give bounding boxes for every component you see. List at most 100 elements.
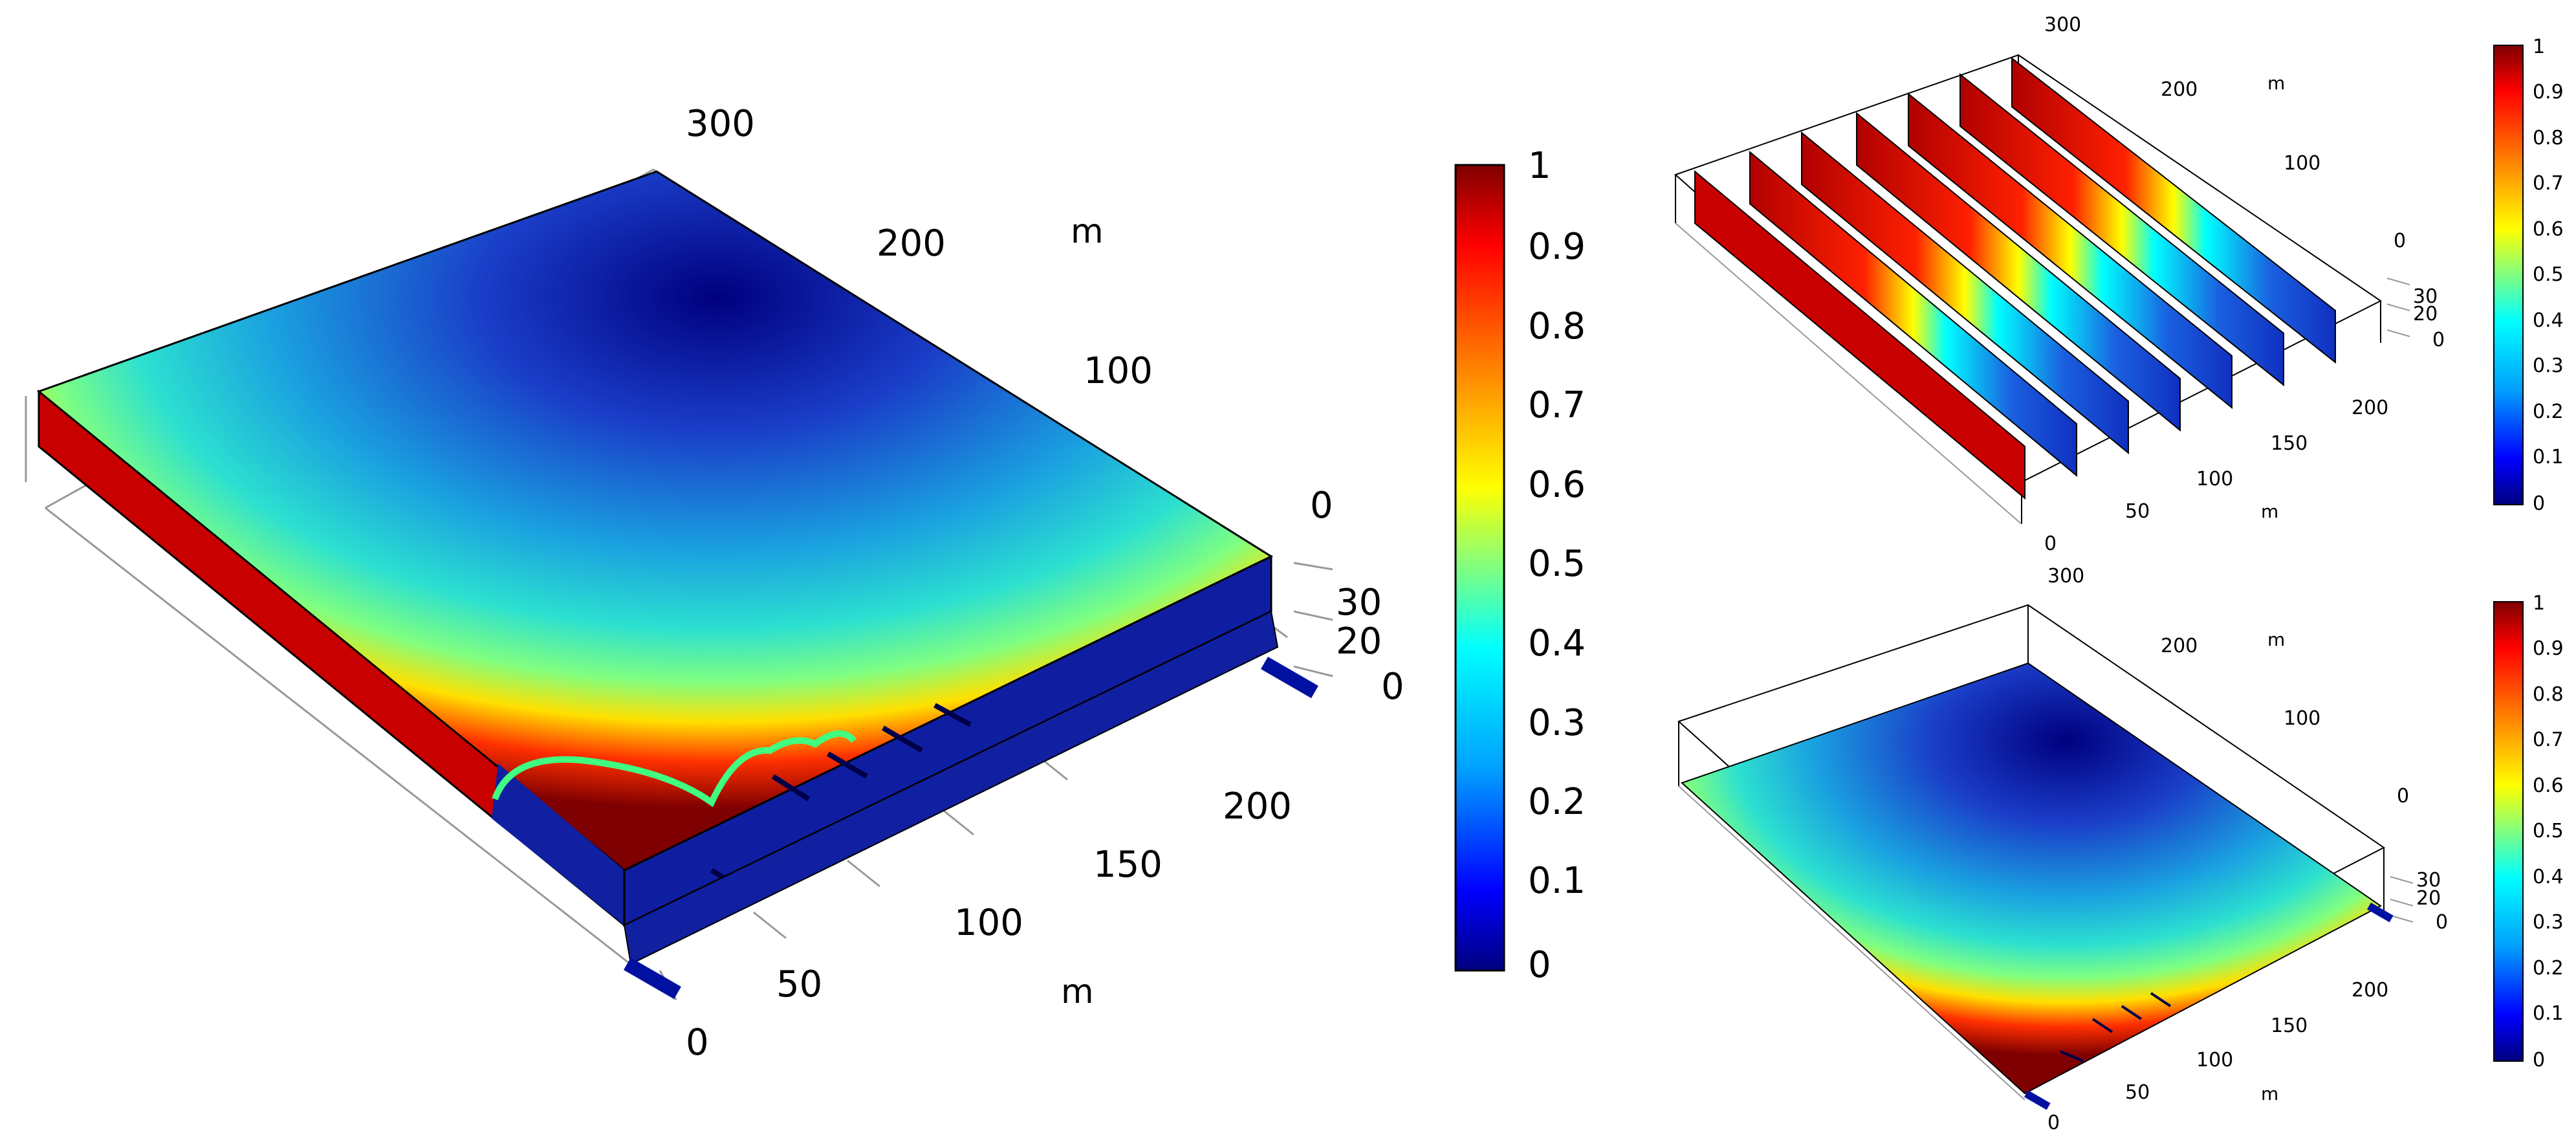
br-slice-top	[1681, 662, 2382, 1095]
tr-y-tick-0: 0	[2394, 230, 2406, 252]
main-top-face	[36, 170, 1274, 872]
top-right-panel: 300 200 100 0 m 30 20 0 0 50 100 150 200…	[1674, 14, 2564, 555]
main-x-tick-0: 0	[686, 1022, 709, 1064]
br-wells	[2060, 992, 2172, 1062]
tr-grid	[1675, 223, 2410, 525]
br-x-tick-200: 200	[2352, 979, 2388, 1002]
br-x-tick-150: 150	[2271, 1015, 2308, 1037]
tr-cbar-07: 0.7	[2533, 172, 2564, 195]
tr-slice-4	[1856, 111, 2181, 432]
main-x-tick-50: 50	[776, 963, 822, 1005]
br-x-tick-100: 100	[2196, 1049, 2233, 1071]
br-x-unit: m	[2261, 1083, 2278, 1104]
main-z-ticks: 30 20 0	[1336, 582, 1404, 708]
tr-cbar-09: 0.9	[2533, 81, 2564, 104]
tr-colorbar	[2493, 45, 2524, 505]
main-cbar-09: 0.9	[1528, 226, 1586, 268]
tr-slice-2	[1749, 150, 2077, 478]
tr-cbar-06: 0.6	[2533, 218, 2564, 241]
br-grid	[1678, 785, 2414, 1101]
main-cbar-07: 0.7	[1528, 384, 1586, 426]
main-cbar-06: 0.6	[1528, 464, 1586, 506]
tr-y-tick-200: 200	[2161, 78, 2198, 101]
br-y-tick-0: 0	[2397, 785, 2409, 807]
main-side-arc	[492, 730, 857, 807]
main-cbar-04: 0.4	[1528, 622, 1586, 664]
br-z-tick-20: 20	[2416, 887, 2441, 910]
tr-y-unit: m	[2267, 72, 2285, 94]
main-colorbar-ticks: 1 0.9 0.8 0.7 0.6 0.5 0.4 0.3 0.2 0.1 0	[1528, 145, 1586, 986]
br-cbar-05: 0.5	[2533, 820, 2564, 842]
main-pipe-right	[1261, 657, 1318, 699]
br-x-ticks: 0 50 100 150 200	[2047, 979, 2388, 1131]
br-cbar-08: 0.8	[2533, 683, 2564, 706]
br-cbar-01: 0.1	[2533, 1002, 2564, 1025]
main-cbar-0: 0	[1528, 944, 1551, 986]
br-z-tick-30: 30	[2416, 869, 2441, 892]
br-x-tick-0: 0	[2047, 1112, 2060, 1131]
main-y-unit: m	[1071, 212, 1104, 251]
main-x-tick-100: 100	[954, 902, 1023, 944]
main-colorbar	[1454, 164, 1505, 972]
br-cbar-0: 0	[2533, 1049, 2545, 1071]
br-z-ticks: 30 20 0	[2416, 869, 2448, 934]
main-y-ticks: 300 200 100 0	[686, 103, 1333, 527]
tr-x-ticks: 0 50 100 150 200	[2044, 397, 2388, 555]
tr-slice-1	[1694, 170, 2025, 500]
main-cbar-02: 0.2	[1528, 781, 1586, 823]
main-cbar-1: 1	[1528, 145, 1551, 187]
tr-x-unit: m	[2261, 501, 2278, 522]
br-cbar-07: 0.7	[2533, 729, 2564, 751]
tr-cbar-04: 0.4	[2533, 309, 2564, 332]
main-y-tick-100: 100	[1084, 350, 1153, 392]
br-cbar-04: 0.4	[2533, 866, 2564, 888]
main-left-face-blue	[492, 763, 624, 925]
tr-cbar-01: 0.1	[2533, 446, 2564, 468]
main-z-tick-20: 20	[1336, 620, 1382, 663]
br-cbar-03: 0.3	[2533, 911, 2564, 934]
tr-x-tick-150: 150	[2271, 432, 2308, 455]
main-z-tick-0: 0	[1381, 666, 1404, 708]
tr-slice-6	[1959, 72, 2284, 387]
br-y-tick-300: 300	[2047, 565, 2084, 587]
main-x-tick-200: 200	[1223, 785, 1292, 828]
tr-colorbar-ticks: 1 0.9 0.8 0.7 0.6 0.5 0.4 0.3 0.2 0.1 0	[2533, 36, 2564, 515]
tr-z-tick-0: 0	[2432, 329, 2445, 351]
br-cbar-1: 1	[2533, 592, 2545, 615]
tr-cbar-08: 0.8	[2533, 127, 2564, 149]
tr-slice-7	[2011, 56, 2336, 364]
tr-x-tick-200: 200	[2352, 397, 2388, 419]
main-y-tick-0: 0	[1310, 485, 1333, 527]
br-y-unit: m	[2267, 629, 2285, 650]
br-pipe-left	[2024, 1090, 2051, 1110]
br-y-tick-100: 100	[2284, 707, 2320, 730]
tr-slice-3	[1801, 131, 2129, 455]
br-z-tick-0: 0	[2436, 911, 2448, 934]
tr-z-ticks: 30 20 0	[2413, 285, 2445, 351]
tr-y-tick-300: 300	[2044, 14, 2081, 36]
br-y-ticks: 300 200 100 0	[2047, 565, 2409, 807]
tr-x-tick-100: 100	[2196, 468, 2233, 490]
tr-cbar-02: 0.2	[2533, 401, 2564, 423]
tr-slice-5	[1908, 92, 2232, 410]
bottom-right-panel: 300 200 100 0 m 30 20 0 0 50 100 150 200…	[1677, 565, 2564, 1131]
main-cbar-08: 0.8	[1528, 305, 1586, 347]
tr-cbar-0: 0	[2533, 492, 2545, 515]
tr-z-tick-30: 30	[2413, 285, 2438, 308]
tr-z-tick-20: 20	[2413, 303, 2438, 325]
main-z-tick-30: 30	[1336, 582, 1382, 624]
main-x-unit: m	[1061, 972, 1094, 1011]
main-x-tick-150: 150	[1093, 844, 1162, 886]
tr-cbar-03: 0.3	[2533, 355, 2564, 377]
tr-cbar-05: 0.5	[2533, 263, 2564, 286]
tr-y-tick-100: 100	[2284, 152, 2320, 175]
tr-cbar-1: 1	[2533, 36, 2545, 58]
br-colorbar	[2493, 601, 2524, 1062]
br-y-tick-200: 200	[2161, 635, 2198, 657]
br-cbar-06: 0.6	[2533, 774, 2564, 797]
br-pipe-right	[2367, 902, 2394, 923]
main-cbar-01: 0.1	[1528, 860, 1586, 902]
main-cbar-03: 0.3	[1528, 702, 1586, 744]
main-cbar-05: 0.5	[1528, 543, 1586, 585]
